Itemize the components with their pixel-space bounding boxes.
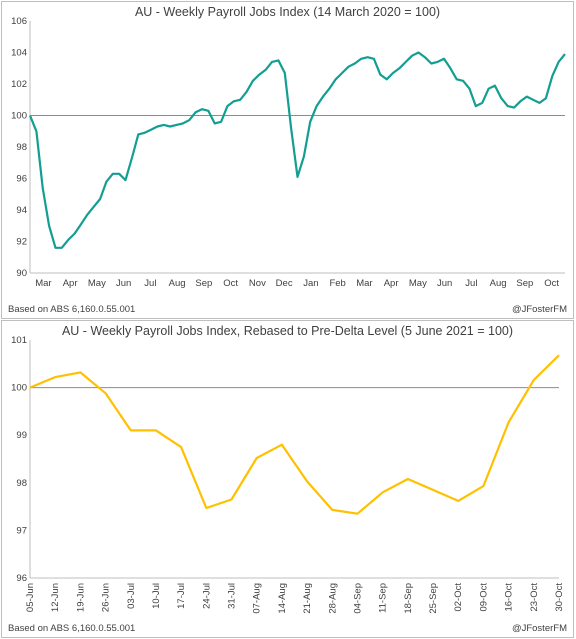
x-tick-label: 03-Jul: [126, 583, 137, 609]
x-tick-label: 16-Oct: [504, 583, 515, 612]
x-tick-label: 25-Sep: [428, 583, 439, 614]
x-tick-label: Jun: [116, 278, 131, 289]
x-tick-label: 02-Oct: [453, 583, 464, 612]
x-tick-label: 23-Oct: [529, 583, 540, 612]
y-tick-label: 92: [16, 237, 27, 248]
x-tick-label: 17-Jul: [176, 583, 187, 609]
x-tick-label: Mar: [356, 278, 372, 289]
chart-panel-rebased-index: AU - Weekly Payroll Jobs Index, Rebased …: [1, 320, 574, 638]
x-tick-label: May: [88, 278, 106, 289]
chart-panel-payroll-index: AU - Weekly Payroll Jobs Index (14 March…: [1, 1, 574, 319]
y-tick-label: 106: [11, 16, 27, 27]
x-tick-label: 31-Jul: [227, 583, 238, 609]
y-tick-label: 94: [16, 205, 27, 216]
x-tick-label: 28-Aug: [327, 583, 338, 614]
payroll-index-chart: 90 92 94 96 98 100 102 104 106 Mar Apr May Jun Jul Aug…: [11, 16, 566, 289]
x-tick-label: 21-Aug: [302, 583, 313, 614]
x-tick-label: 26-Jun: [101, 583, 112, 612]
x-tick-label: 05-Jun: [25, 583, 36, 612]
chart-title: AU - Weekly Payroll Jobs Index (14 March…: [134, 5, 441, 19]
x-tick-label: 30-Oct: [554, 583, 565, 612]
x-tick-label: 10-Jul: [151, 583, 162, 609]
y-tick-label: 98: [16, 478, 27, 489]
x-tick-label: 14-Aug: [277, 583, 288, 614]
x-tick-label: Apr: [63, 278, 78, 289]
y-tick-label: 98: [16, 142, 27, 153]
y-tick-label: 96: [16, 573, 27, 584]
x-tick-label: Dec: [276, 278, 293, 289]
x-tick-label: Aug: [169, 278, 186, 289]
rebased-index-chart: 96 97 98 99 100 101 05-Jun 12-Jun 19-Jun 26-Jun 03…: [11, 335, 565, 614]
x-tick-label: 12-Jun: [50, 583, 61, 612]
x-tick-label: Jul: [144, 278, 156, 289]
y-tick-label: 99: [16, 430, 27, 441]
chart-title: AU - Weekly Payroll Jobs Index, Rebased …: [61, 324, 514, 338]
y-tick-label: 97: [16, 525, 27, 536]
x-tick-label: 24-Jul: [201, 583, 212, 609]
x-tick-label: Sep: [195, 278, 212, 289]
x-tick-label: Apr: [384, 278, 399, 289]
series-line-payroll-index: [28, 51, 566, 249]
x-tick-label: Nov: [249, 278, 266, 289]
x-tick-label: Jul: [465, 278, 477, 289]
x-tick-label: Mar: [35, 278, 51, 289]
x-tick-label: Feb: [329, 278, 345, 289]
x-tick-label: Oct: [544, 278, 559, 289]
y-tick-label: 100: [11, 111, 27, 122]
x-tick-label: 18-Sep: [403, 583, 414, 614]
x-tick-label: 11-Sep: [378, 583, 389, 613]
x-tick-label: Oct: [223, 278, 238, 289]
x-tick-label: May: [409, 278, 427, 289]
source-note: Based on ABS 6,160.0.55.001: [8, 623, 136, 634]
y-tick-label: 102: [11, 79, 27, 90]
x-tick-label: 04-Sep: [352, 583, 363, 614]
x-tick-label: 09-Oct: [478, 583, 489, 612]
source-note: Based on ABS 6,160.0.55.001: [8, 304, 136, 315]
x-tick-label: Aug: [490, 278, 507, 289]
y-tick-label: 100: [11, 383, 27, 394]
series-line-rebased-index: [29, 354, 560, 515]
y-tick-label: 96: [16, 174, 27, 185]
attribution: @JFosterFM: [511, 304, 567, 315]
x-tick-label: Jan: [303, 278, 318, 289]
y-tick-label: 101: [11, 335, 27, 346]
x-tick-label: 19-Jun: [75, 583, 86, 612]
y-tick-label: 104: [11, 48, 27, 59]
x-tick-label: Jun: [437, 278, 452, 289]
attribution: @JFosterFM: [511, 623, 567, 634]
x-tick-label: 07-Aug: [252, 583, 263, 614]
y-tick-label: 90: [16, 268, 27, 279]
x-tick-label: Sep: [516, 278, 533, 289]
